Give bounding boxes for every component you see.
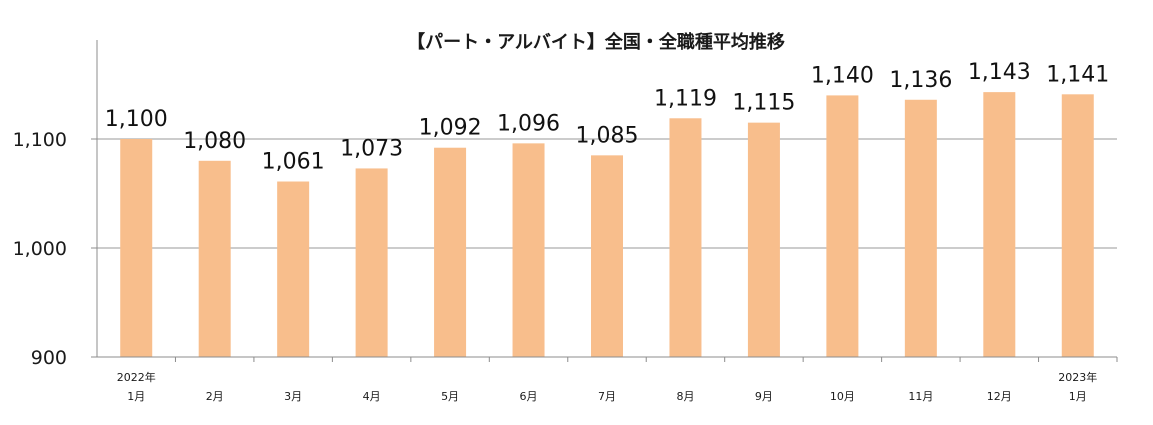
x-tick-label: 7月 xyxy=(598,390,616,403)
bar xyxy=(826,95,859,358)
x-tick-label: 1月 xyxy=(1069,390,1087,403)
data-label: 1,115 xyxy=(732,91,795,116)
y-axis-ticks: 900 1,000 1,100 xyxy=(13,129,97,369)
bar xyxy=(904,99,937,357)
x-tick-label: 2022年 xyxy=(117,370,156,384)
x-tick-label: 6月 xyxy=(520,390,538,403)
bar xyxy=(434,147,467,357)
bar xyxy=(591,155,623,357)
x-tick-label: 1月 xyxy=(127,390,145,403)
x-tick-label: 10月 xyxy=(830,390,855,403)
bar xyxy=(747,122,780,358)
data-labels: 1,100 1,080 1,061 1,073 1,092 1,096 1,085 1,119… xyxy=(105,60,1110,174)
x-tick-label: 2月 xyxy=(206,390,224,403)
data-label: 1,143 xyxy=(968,60,1031,85)
data-label: 1,073 xyxy=(340,136,403,161)
data-label: 1,061 xyxy=(262,150,325,175)
chart-title: 【パート・アルバイト】全国・全職種平均推移 xyxy=(407,31,785,53)
x-axis-ticks: 2022年 1月 2月 3月 4月 5月 6月 7月 8月 9月 10月 11月 12月 2023年 1月 xyxy=(117,357,1118,403)
y-tick-label: 1,000 xyxy=(13,238,67,260)
bar xyxy=(1061,94,1094,357)
x-tick-label: 5月 xyxy=(441,390,459,403)
x-tick-label: 9月 xyxy=(755,390,773,403)
x-tick-label: 11月 xyxy=(908,390,933,403)
x-tick-label: 4月 xyxy=(363,390,381,403)
bar xyxy=(277,181,310,357)
bars xyxy=(120,92,1094,358)
data-label: 1,119 xyxy=(654,86,717,111)
x-tick-label: 2023年 xyxy=(1058,370,1097,384)
bar xyxy=(120,139,153,357)
bar xyxy=(198,160,231,357)
data-label: 1,140 xyxy=(811,63,874,88)
bar xyxy=(512,143,545,357)
data-label: 1,096 xyxy=(497,111,560,136)
x-tick-label: 12月 xyxy=(987,390,1012,403)
y-tick-label: 1,100 xyxy=(13,129,67,151)
bar xyxy=(983,92,1016,357)
bar xyxy=(355,168,388,357)
data-label: 1,136 xyxy=(889,68,952,93)
data-label: 1,100 xyxy=(105,107,168,132)
bar xyxy=(669,118,702,357)
data-label: 1,141 xyxy=(1046,62,1109,87)
y-tick-label: 900 xyxy=(31,347,67,369)
data-label: 1,092 xyxy=(419,116,482,141)
x-tick-label: 3月 xyxy=(284,390,302,403)
data-label: 1,080 xyxy=(183,129,246,154)
x-tick-label: 8月 xyxy=(676,390,694,403)
data-label: 1,085 xyxy=(576,123,639,148)
